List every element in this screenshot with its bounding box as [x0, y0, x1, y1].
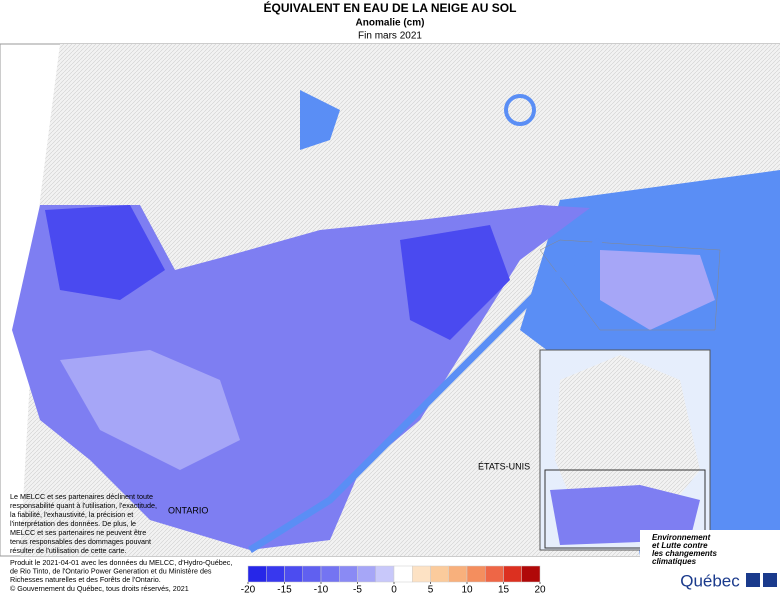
inset-land: [555, 355, 700, 520]
snow-anomaly-weak: [60, 350, 240, 470]
legend-swatch: [284, 565, 303, 583]
logo-line: climatiques: [652, 557, 697, 566]
credit-line: de Rio Tinto, de l'Ontario Power Generat…: [10, 566, 212, 575]
legend-tick-label: -20: [241, 585, 256, 594]
snow-anomaly-strong: [45, 205, 165, 300]
snow-anomaly-strong: [400, 225, 510, 340]
legend-swatch: [339, 565, 358, 583]
logo-flag: [746, 573, 760, 587]
map-label: ONTARIO: [168, 505, 208, 515]
legend-tick-label: -5: [353, 585, 362, 594]
map-label: ÉTATS-UNIS: [478, 461, 530, 471]
snow-anomaly-weak: [600, 250, 715, 330]
legend-swatch: [521, 565, 541, 583]
disclaimer-line: l'interprétation des données. De plus, l…: [10, 519, 136, 528]
legend-tick-label: 20: [534, 585, 546, 594]
lake: [300, 90, 340, 150]
st-lawrence: [248, 237, 603, 553]
legend-swatch: [430, 565, 449, 583]
legend-swatch: [357, 565, 376, 583]
legend-swatch: [320, 565, 340, 583]
legend-tick-label: 5: [428, 585, 434, 594]
disclaimer-line: résulter de l'utilisation de cette carte…: [10, 546, 126, 555]
logo-brand: Québec: [680, 571, 740, 590]
legend-tick-label: -10: [314, 585, 329, 594]
legend-swatch: [393, 565, 413, 583]
map: ONTARIO ÉTATS-UNIS: [0, 43, 780, 557]
period: Fin mars 2021: [358, 31, 422, 42]
legend-swatch: [266, 565, 285, 583]
credit-line: Produit le 2021-04-01 avec les données d…: [10, 558, 232, 567]
legend-tick-label: 15: [498, 585, 510, 594]
logo-line: et Lutte contre: [652, 541, 708, 550]
legend-swatch: [302, 565, 322, 583]
disclaimer-line: responsabilité quant à l'utilisation, l'…: [10, 501, 157, 510]
legend-swatch: [448, 565, 468, 583]
subtitle: Anomalie (cm): [356, 18, 425, 29]
legend-swatch: [412, 565, 431, 583]
disclaimer-line: Le MELCC et ses partenaires déclinent to…: [10, 492, 153, 501]
title: ÉQUIVALENT EN EAU DE LA NEIGE AU SOL: [264, 0, 517, 15]
legend-tick-label: -15: [277, 585, 292, 594]
legend-swatch: [247, 565, 267, 583]
logo-line: les changements: [652, 549, 717, 558]
legend-swatch: [503, 565, 522, 583]
disclaimer-line: la fiabilité, l'exhaustivité, la précisi…: [10, 510, 133, 519]
legend-tick-label: 0: [391, 585, 397, 594]
legend-swatch: [485, 565, 504, 583]
disclaimer-line: MELCC et ses partenaires ne peuvent être: [10, 528, 146, 537]
credit-line: Richesses naturelles et des Forêts de l'…: [10, 575, 161, 584]
reservoir: [504, 94, 536, 126]
disclaimer-line: tenus responsables des dommages pouvant: [10, 537, 151, 546]
logo-line: Environnement: [652, 533, 711, 542]
border: [539, 239, 721, 331]
legend-swatch: [466, 565, 486, 583]
logo-flag: [763, 573, 777, 587]
legend-swatch: [375, 565, 395, 583]
copyright: © Gouvernement du Québec, tous droits ré…: [10, 584, 189, 593]
inset-extent: [544, 469, 706, 549]
legend-tick-label: 10: [461, 585, 473, 594]
